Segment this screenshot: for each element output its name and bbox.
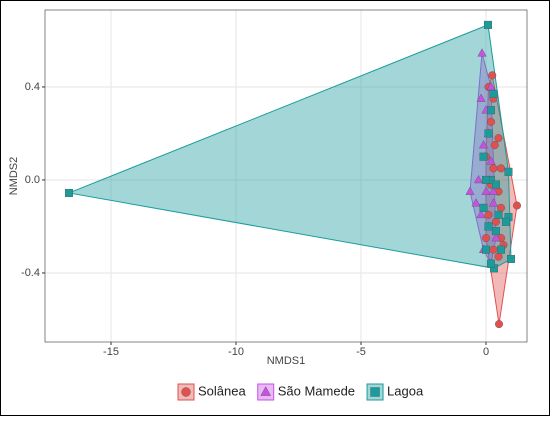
point — [492, 227, 501, 236]
y-tick-label: -0.4 — [21, 267, 40, 279]
point — [487, 106, 496, 115]
point — [487, 259, 496, 268]
point — [482, 245, 491, 254]
point — [484, 129, 493, 138]
point — [484, 20, 493, 29]
point — [471, 198, 481, 207]
panel-border — [44, 9, 528, 343]
point — [488, 71, 497, 80]
point — [494, 210, 503, 219]
point — [513, 201, 522, 210]
point — [489, 164, 498, 173]
point — [181, 387, 191, 397]
point — [484, 210, 493, 219]
legend-label: Solânea — [198, 383, 246, 398]
point — [481, 186, 491, 195]
point — [489, 89, 498, 98]
point — [477, 48, 487, 57]
point — [494, 252, 503, 261]
y-tick-label: 0.4 — [25, 81, 40, 93]
point — [504, 167, 513, 176]
point — [489, 245, 498, 254]
point — [473, 174, 484, 184]
x-tick-label: -5 — [356, 346, 366, 358]
y-tick-label: 0.0 — [25, 174, 40, 186]
plot-panel — [45, 10, 527, 342]
point — [492, 217, 501, 226]
point — [497, 203, 506, 212]
legend-label: São Mamede — [278, 383, 355, 398]
point — [478, 140, 489, 149]
x-tick-label: -10 — [228, 346, 244, 358]
point — [64, 188, 73, 197]
point — [507, 254, 516, 263]
point — [497, 245, 506, 254]
point — [495, 320, 504, 329]
point — [260, 386, 272, 396]
point — [487, 117, 496, 126]
point — [491, 233, 501, 242]
point — [479, 152, 488, 161]
point — [484, 222, 493, 231]
point — [476, 93, 486, 102]
legend: Solânea São Mamede Lagoa — [177, 383, 424, 401]
point — [502, 217, 511, 226]
x-axis-title: NMDS1 — [267, 355, 306, 367]
point — [479, 203, 488, 212]
point — [482, 234, 491, 243]
y-axis-title: NMDS2 — [8, 157, 20, 196]
legend-label: Lagoa — [387, 383, 424, 398]
point — [482, 175, 491, 184]
x-tick-label: 0 — [483, 346, 489, 358]
point — [492, 180, 501, 189]
point — [488, 198, 499, 207]
point — [370, 387, 380, 397]
point — [486, 156, 496, 165]
x-tick-label: -15 — [103, 346, 119, 358]
point — [476, 209, 486, 219]
point — [494, 134, 503, 143]
point — [488, 186, 499, 195]
point — [490, 141, 499, 150]
point — [465, 186, 475, 195]
point — [497, 164, 506, 173]
